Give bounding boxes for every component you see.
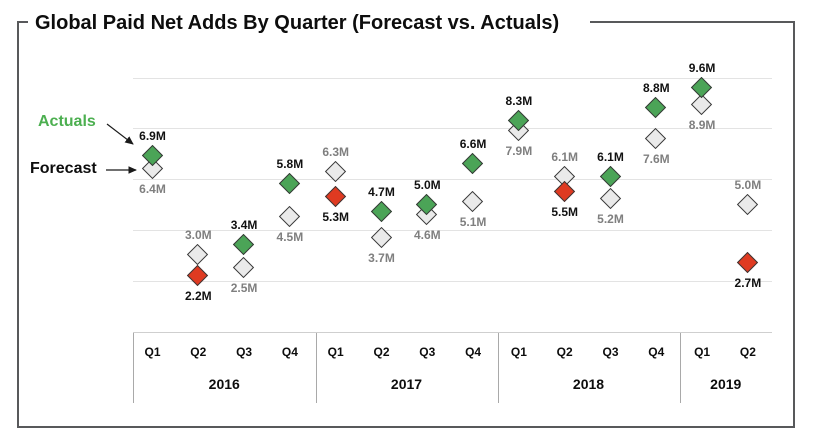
x-tick-2019-Q2: Q2 xyxy=(739,345,756,359)
year-label-2018: 2018 xyxy=(572,376,605,392)
value-label-forecast-2016-Q3: 2.5M xyxy=(230,281,258,295)
value-label-forecast-2017-Q4: 5.1M xyxy=(459,215,487,229)
value-label-forecast-2017-Q3: 4.6M xyxy=(413,227,441,242)
value-label-forecast-2016-Q1: 6.4M xyxy=(139,181,166,196)
year-separator-2 xyxy=(497,333,499,403)
value-label-forecast-2017-Q1: 6.3M xyxy=(322,144,350,159)
title-background-patch xyxy=(28,10,590,38)
value-label-actual-2016-Q3: 3.4M xyxy=(230,218,258,233)
value-label-actual-2017-Q2: 4.7M xyxy=(368,185,395,200)
value-label-actual-2017-Q1: 5.3M xyxy=(322,209,350,224)
value-label-actual-2019-Q2: 2.7M xyxy=(734,275,762,290)
value-label-actual-2018-Q2: 5.5M xyxy=(551,204,579,219)
x-tick-2017-Q4: Q4 xyxy=(465,345,482,359)
value-label-actual-2018-Q4: 8.8M xyxy=(642,81,670,95)
x-tick-2017-Q3: Q3 xyxy=(419,345,436,359)
x-tick-2017-Q1: Q1 xyxy=(327,345,344,359)
legend-actuals-label: Actuals xyxy=(38,113,96,130)
value-label-forecast-2019-Q1: 8.9M xyxy=(688,118,716,133)
x-tick-2016-Q4: Q4 xyxy=(281,345,298,359)
value-label-forecast-2017-Q2: 3.7M xyxy=(368,250,395,265)
year-label-2017: 2017 xyxy=(390,376,423,392)
value-label-actual-2019-Q1: 9.6M xyxy=(688,60,716,75)
x-tick-2018-Q3: Q3 xyxy=(602,345,619,359)
x-tick-2016-Q1: Q1 xyxy=(144,345,161,359)
value-label-actual-2016-Q4: 5.8M xyxy=(276,157,304,172)
x-tick-2018-Q1: Q1 xyxy=(510,345,527,359)
x-tick-2016-Q2: Q2 xyxy=(190,345,207,359)
gridline-2M xyxy=(133,280,772,282)
value-label-actual-2016-Q1: 6.9M xyxy=(139,129,166,144)
value-label-actual-2018-Q3: 6.1M xyxy=(597,149,624,164)
year-label-2016: 2016 xyxy=(208,376,240,392)
year-separator-0 xyxy=(133,333,134,403)
value-label-forecast-2018-Q4: 7.6M xyxy=(642,151,670,166)
gridline-4M xyxy=(133,229,772,231)
value-label-actual-2017-Q3: 5.0M xyxy=(413,177,441,192)
chart-title: Global Paid Net Adds By Quarter (Forecas… xyxy=(35,12,560,34)
x-tick-2018-Q2: Q2 xyxy=(556,345,573,359)
value-label-forecast-2018-Q1: 7.9M xyxy=(505,143,533,158)
year-label-2019: 2019 xyxy=(710,376,742,392)
value-label-actual-2017-Q4: 6.6M xyxy=(459,136,487,151)
value-label-forecast-2019-Q2: 5.0M xyxy=(734,177,762,192)
gridline-10M xyxy=(133,77,772,79)
x-tick-2019-Q1: Q1 xyxy=(694,345,711,359)
value-label-forecast-2018-Q3: 5.2M xyxy=(597,212,624,227)
value-label-actual-2016-Q2: 2.2M xyxy=(184,288,212,303)
x-tick-2018-Q4: Q4 xyxy=(648,345,665,359)
value-label-forecast-2016-Q4: 4.5M xyxy=(276,230,304,245)
gridline-8M xyxy=(133,128,772,130)
x-tick-2016-Q3: Q3 xyxy=(236,345,253,359)
gridline-6M xyxy=(133,179,772,181)
value-label-forecast-2016-Q2: 3.0M xyxy=(184,228,212,243)
year-separator-1 xyxy=(315,333,317,403)
value-label-forecast-2018-Q2: 6.1M xyxy=(551,149,579,164)
x-axis-line xyxy=(133,331,772,333)
legend-forecast-label: Forecast xyxy=(30,160,97,177)
year-separator-3 xyxy=(679,333,681,403)
value-label-actual-2018-Q1: 8.3M xyxy=(505,93,533,108)
x-tick-2017-Q2: Q2 xyxy=(373,345,390,359)
